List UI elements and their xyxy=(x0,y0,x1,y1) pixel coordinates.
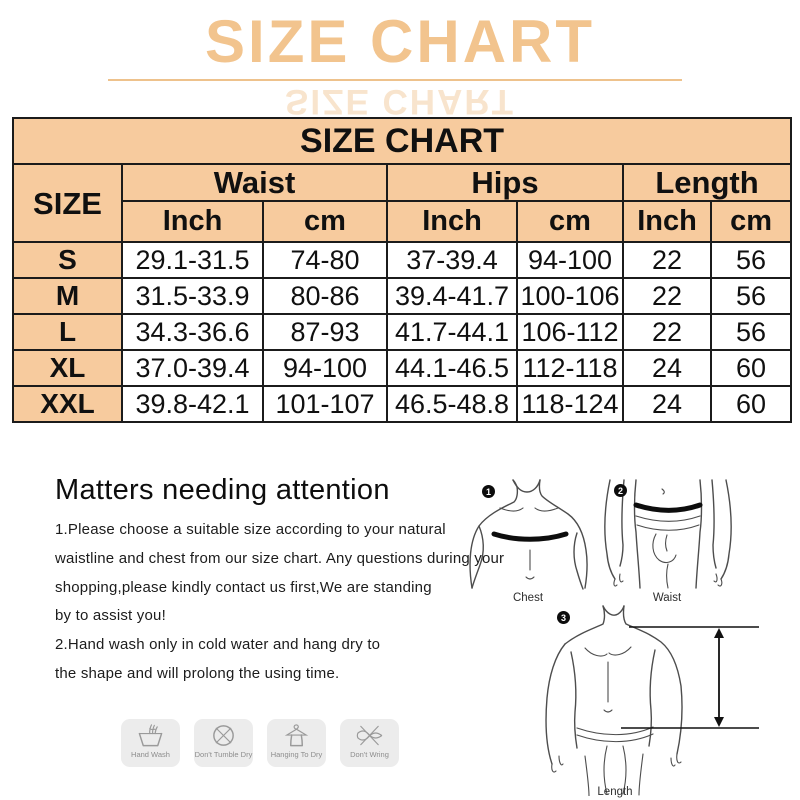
chest-measurement-illustration xyxy=(469,479,588,590)
care-label: Hand Wash xyxy=(131,750,170,759)
care-label: Don't Tumble Dry xyxy=(194,750,253,759)
figure-number-badge: 3 xyxy=(557,611,570,624)
figure-number-badge: 2 xyxy=(614,484,627,497)
size-label: XXL xyxy=(12,385,123,423)
table-cell: 106-112 xyxy=(516,313,624,351)
figure-label: Chest xyxy=(512,592,544,604)
table-row: XL 37.0-39.4 94-100 44.1-46.5 112-118 24… xyxy=(12,349,793,387)
figure-label: Waist xyxy=(652,592,682,604)
unit-header: Inch xyxy=(386,200,518,243)
care-instructions: Hand Wash Don't Tumble Dry Hanging To Dr… xyxy=(121,719,399,767)
table-cell: 24 xyxy=(622,349,712,387)
table-cell: 100-106 xyxy=(516,277,624,315)
table-cell: 87-93 xyxy=(262,313,388,351)
care-tile-hand-wash: Hand Wash xyxy=(121,719,180,767)
unit-header: Inch xyxy=(121,200,264,243)
attention-line: 1.Please choose a suitable size accordin… xyxy=(55,521,446,538)
attention-line: the shape and will prolong the using tim… xyxy=(55,664,340,682)
table-cell: 118-124 xyxy=(516,385,624,423)
unit-header: cm xyxy=(516,200,624,243)
table-cell: 37.0-39.4 xyxy=(121,349,264,387)
attention-line: shopping,please kindly contact us first,… xyxy=(55,578,432,596)
care-tile-dont-tumble-dry: Don't Tumble Dry xyxy=(194,719,253,767)
attention-line: by to assist you! xyxy=(55,607,166,625)
table-title: SIZE CHART xyxy=(11,117,793,165)
table-cell: 39.4-41.7 xyxy=(386,277,518,315)
table-cell: 34.3-36.6 xyxy=(121,313,264,351)
table-cell: 80-86 xyxy=(262,277,388,315)
dont-wring-icon xyxy=(356,725,383,746)
table-cell: 94-100 xyxy=(262,349,388,387)
attention-heading: Matters needing attention xyxy=(55,474,390,506)
size-label: M xyxy=(12,277,123,315)
table-cell: 101-107 xyxy=(262,385,388,423)
attention-line: 2.Hand wash only in cold water and hang … xyxy=(55,636,381,654)
table-cell: 56 xyxy=(709,241,793,279)
column-group-waist: Waist xyxy=(121,163,388,202)
attention-paragraph: 1.Please choose a suitable size accordin… xyxy=(55,516,504,689)
table-cell: 39.8-42.1 xyxy=(121,385,264,423)
care-label: Hanging To Dry xyxy=(270,750,323,759)
table-cell: 74-80 xyxy=(262,241,388,279)
table-cell: 37-39.4 xyxy=(386,241,518,279)
table-cell: 44.1-46.5 xyxy=(386,349,518,387)
figure-waist: 2 Waist xyxy=(596,478,738,604)
table-cell: 31.5-33.9 xyxy=(121,277,264,315)
hand-wash-icon xyxy=(138,724,163,747)
size-label: L xyxy=(12,313,123,351)
unit-header: cm xyxy=(709,200,793,243)
table-row: M 31.5-33.9 80-86 39.4-41.7 100-106 22 5… xyxy=(12,277,793,315)
length-measurement-illustration xyxy=(545,605,759,796)
title-underline xyxy=(108,79,682,81)
care-tile-hanging-to-dry: Hanging To Dry xyxy=(267,719,326,767)
care-tile-dont-wring: Don't Wring xyxy=(340,719,399,767)
table-cell: 94-100 xyxy=(516,241,624,279)
table-cell: 46.5-48.8 xyxy=(386,385,518,423)
table-cell: 60 xyxy=(709,385,793,423)
figure-chest: 1 Chest xyxy=(458,478,598,604)
table-cell: 29.1-31.5 xyxy=(121,241,264,279)
column-header-size: SIZE xyxy=(12,163,123,243)
figure-length: 3 Length xyxy=(535,604,785,798)
table-row: S 29.1-31.5 74-80 37-39.4 94-100 22 56 xyxy=(12,241,793,279)
table-cell: 41.7-44.1 xyxy=(386,313,518,351)
hanging-to-dry-icon xyxy=(284,724,309,747)
table-row: L 34.3-36.6 87-93 41.7-44.1 106-112 22 5… xyxy=(12,313,793,351)
size-chart-table: SIZE CHART SIZE Waist Hips Length Inch c… xyxy=(11,117,793,423)
care-label: Don't Wring xyxy=(350,750,389,759)
attention-line: waistline and chest from our size chart.… xyxy=(55,549,505,567)
page-title-reflection: SIZE CHART xyxy=(285,82,515,121)
table-cell: 56 xyxy=(709,313,793,351)
size-label: S xyxy=(12,241,123,279)
waist-measurement-illustration xyxy=(604,479,732,589)
table-cell: 60 xyxy=(709,349,793,387)
figure-label: Length xyxy=(597,786,633,798)
unit-header: Inch xyxy=(622,200,712,243)
figure-number-badge: 1 xyxy=(482,485,495,498)
column-group-length: Length xyxy=(621,163,793,202)
table-cell: 22 xyxy=(622,313,712,351)
column-group-hips: Hips xyxy=(386,163,624,202)
table-cell: 24 xyxy=(622,385,712,423)
page-title: SIZE CHART xyxy=(205,8,595,75)
unit-header: cm xyxy=(262,200,388,243)
dont-tumble-dry-icon xyxy=(213,725,234,746)
table-cell: 22 xyxy=(622,241,712,279)
table-cell: 112-118 xyxy=(516,349,624,387)
table-cell: 22 xyxy=(622,277,712,315)
table-row: XXL 39.8-42.1 101-107 46.5-48.8 118-124 … xyxy=(12,385,793,423)
table-cell: 56 xyxy=(709,277,793,315)
size-label: XL xyxy=(12,349,123,387)
